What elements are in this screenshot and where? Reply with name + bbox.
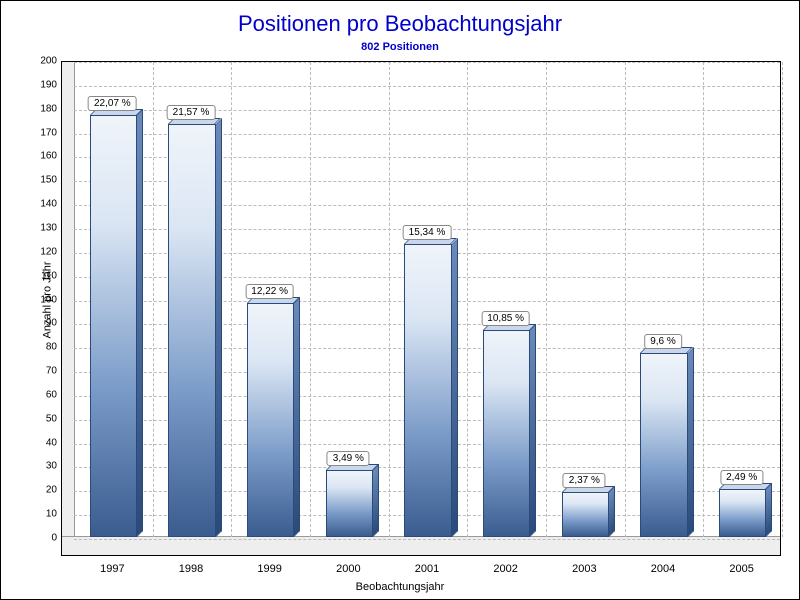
y-tick-label: 110 [27,270,57,281]
bar-pct-label: 22,07 % [88,96,137,111]
x-tick-label: 2001 [415,563,439,575]
gridline-h [74,62,780,63]
bar-pct-label: 21,57 % [167,105,216,120]
y-tick-label: 0 [27,533,57,544]
gridline-v [546,62,547,537]
bar-side [609,486,615,537]
y-tick-label: 160 [27,151,57,162]
bar [483,330,530,537]
gridline-v [231,62,232,537]
gridline-h [74,539,780,540]
bar-side [452,238,458,537]
gridline-v [153,62,154,537]
gridline-v [782,62,783,537]
x-tick-label: 2005 [729,563,753,575]
bar-side [294,297,300,537]
y-tick-label: 10 [27,509,57,520]
y-tick-label: 200 [27,56,57,67]
x-tick-label: 2003 [572,563,596,575]
bar [247,303,294,537]
bar-pct-label: 3,49 % [327,451,370,466]
bar-pct-label: 9,6 % [644,334,682,349]
y-tick-label: 80 [27,342,57,353]
y-tick-label: 90 [27,318,57,329]
bar-pct-label: 2,49 % [720,470,763,485]
x-tick-label: 1998 [179,563,203,575]
plot-area [61,61,781,556]
x-axis-label: Beobachtungsjahr [1,581,799,593]
gridline-v [310,62,311,537]
bar [326,470,373,537]
bar-side [688,347,694,537]
bar-side [766,483,772,537]
bar [719,489,766,537]
chart-subtitle: 802 Positionen [1,41,799,53]
bar-pct-label: 2,37 % [563,473,606,488]
x-tick-label: 2000 [336,563,360,575]
chart-container: Positionen pro Beobachtungsjahr 802 Posi… [0,0,800,600]
y-tick-label: 170 [27,127,57,138]
gridline-v [389,62,390,537]
x-tick-label: 2004 [651,563,675,575]
y-tick-label: 70 [27,366,57,377]
bar-pct-label: 12,22 % [245,284,294,299]
x-tick-label: 1999 [257,563,281,575]
y-tick-label: 120 [27,246,57,257]
bar [168,124,215,537]
y-tick-label: 190 [27,79,57,90]
gridline-v [703,62,704,537]
y-tick-label: 140 [27,199,57,210]
gridline-h [74,86,780,87]
x-tick-label: 1997 [100,563,124,575]
gridline-v [467,62,468,537]
bar-pct-label: 15,34 % [403,225,452,240]
y-tick-label: 100 [27,294,57,305]
bar [90,115,137,537]
x-tick-label: 2002 [493,563,517,575]
y-tick-label: 40 [27,437,57,448]
bar-side [373,464,379,537]
y-tick-label: 60 [27,389,57,400]
bar-side [530,324,536,537]
y-tick-label: 150 [27,175,57,186]
bar-side [216,118,222,537]
chart-title: Positionen pro Beobachtungsjahr [1,11,799,37]
bar-pct-label: 10,85 % [481,311,530,326]
bar-side [137,109,143,537]
y-tick-label: 20 [27,485,57,496]
y-tick-label: 130 [27,222,57,233]
bar [562,492,609,537]
y-tick-label: 50 [27,413,57,424]
bar [404,244,451,537]
gridline-v [625,62,626,537]
y-tick-label: 180 [27,103,57,114]
bar [640,353,687,537]
y-tick-label: 30 [27,461,57,472]
